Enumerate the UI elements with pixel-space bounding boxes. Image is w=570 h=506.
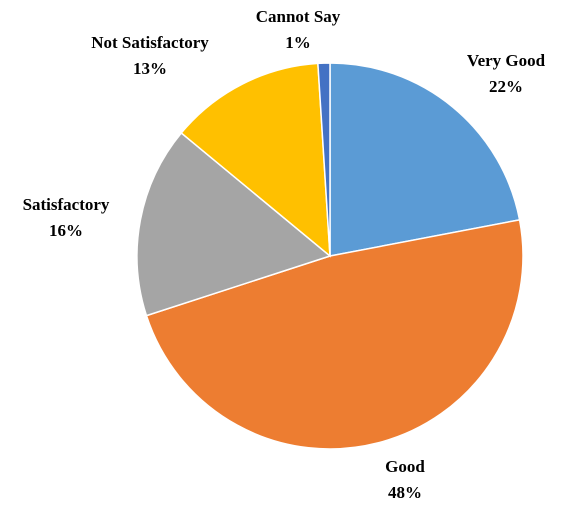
pie-slices — [136, 62, 524, 450]
data-label-very-good: Very Good 22% — [467, 51, 546, 96]
data-label-satisfactory: Satisfactory 16% — [23, 195, 110, 240]
pie-slice-very-good — [329, 62, 521, 257]
slice-label-satisfactory: Satisfactory — [23, 195, 110, 214]
data-label-not-satisfactory: Not Satisfactory 13% — [91, 33, 209, 78]
slice-value-cannot-say: 1% — [285, 33, 311, 52]
slice-label-good: Good — [385, 457, 425, 476]
slice-label-very-good: Very Good — [467, 51, 546, 70]
slice-value-satisfactory: 16% — [49, 221, 83, 240]
slice-value-very-good: 22% — [489, 77, 523, 96]
slice-label-cannot-say: Cannot Say — [256, 7, 341, 26]
pie-data-labels: Very Good 22% Good 48% Satisfactory 16% Not Sa… — [23, 7, 546, 502]
pie-slice-good — [145, 218, 524, 450]
slice-value-not-satisfactory: 13% — [133, 59, 167, 78]
data-label-cannot-say: Cannot Say 1% — [256, 7, 341, 52]
pie-slice-satisfactory — [136, 131, 332, 317]
slice-value-good: 48% — [388, 483, 422, 502]
slice-label-not-satisfactory: Not Satisfactory — [91, 33, 209, 52]
data-label-good: Good 48% — [385, 457, 425, 502]
pie-slice-not-satisfactory — [180, 62, 331, 258]
pie-slice-cannot-say — [317, 62, 331, 257]
